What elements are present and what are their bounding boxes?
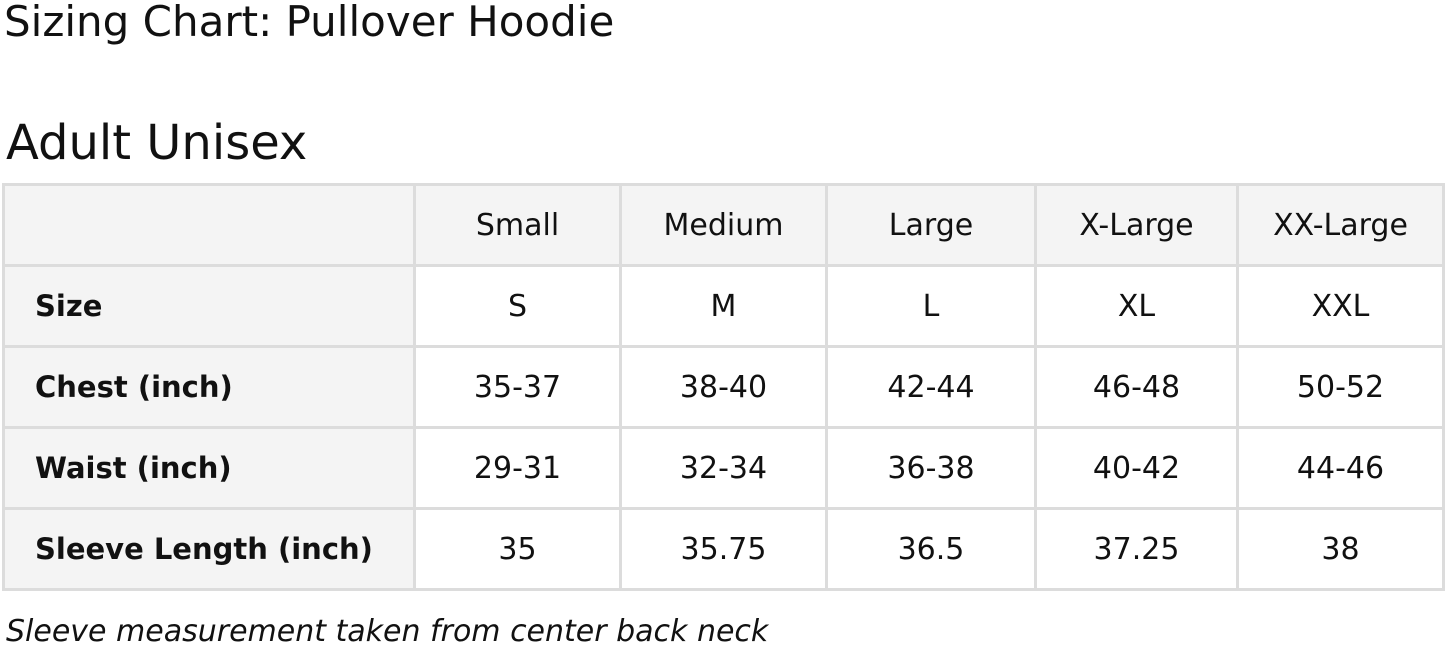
table-cell: 42-44 xyxy=(825,345,1037,429)
table-cell: 36-38 xyxy=(825,426,1037,510)
column-header: XX-Large xyxy=(1236,183,1445,267)
table-row: Size S M L XL XXL xyxy=(2,264,1445,348)
column-header: Large xyxy=(825,183,1037,267)
table-cell: 40-42 xyxy=(1034,426,1239,510)
table-cell: L xyxy=(825,264,1037,348)
table-cell: 38 xyxy=(1236,507,1445,591)
table-row: Chest (inch) 35-37 38-40 42-44 46-48 50-52 xyxy=(2,345,1445,429)
table-row: Waist (inch) 29-31 32-34 36-38 40-42 44-46 xyxy=(2,426,1445,510)
row-header: Size xyxy=(2,264,416,348)
table-cell: XL xyxy=(1034,264,1239,348)
table-row: Sleeve Length (inch) 35 35.75 36.5 37.25 38 xyxy=(2,507,1445,591)
table-cell: 38-40 xyxy=(619,345,828,429)
row-header: Chest (inch) xyxy=(2,345,416,429)
column-header: Medium xyxy=(619,183,828,267)
section-title: Adult Unisex xyxy=(6,115,308,171)
column-header: Small xyxy=(413,183,622,267)
table-cell: 37.25 xyxy=(1034,507,1239,591)
table-cell: 46-48 xyxy=(1034,345,1239,429)
table-cell: 44-46 xyxy=(1236,426,1445,510)
table-cell: M xyxy=(619,264,828,348)
table-cell: 36.5 xyxy=(825,507,1037,591)
table-cell: XXL xyxy=(1236,264,1445,348)
corner-cell xyxy=(2,183,416,267)
table-cell: 50-52 xyxy=(1236,345,1445,429)
column-header: X-Large xyxy=(1034,183,1239,267)
table-cell: 35.75 xyxy=(619,507,828,591)
row-header: Sleeve Length (inch) xyxy=(2,507,416,591)
table-cell: S xyxy=(413,264,622,348)
table-cell: 29-31 xyxy=(413,426,622,510)
sizing-table: Small Medium Large X-Large XX-Large Size S M L XL… xyxy=(2,183,1445,591)
header-row: Small Medium Large X-Large XX-Large xyxy=(2,183,1445,267)
table-cell: 35 xyxy=(413,507,622,591)
footnote: Sleeve measurement taken from center bac… xyxy=(6,614,769,649)
table-cell: 35-37 xyxy=(413,345,622,429)
table-cell: 32-34 xyxy=(619,426,828,510)
row-header: Waist (inch) xyxy=(2,426,416,510)
page-title: Sizing Chart: Pullover Hoodie xyxy=(4,0,615,46)
